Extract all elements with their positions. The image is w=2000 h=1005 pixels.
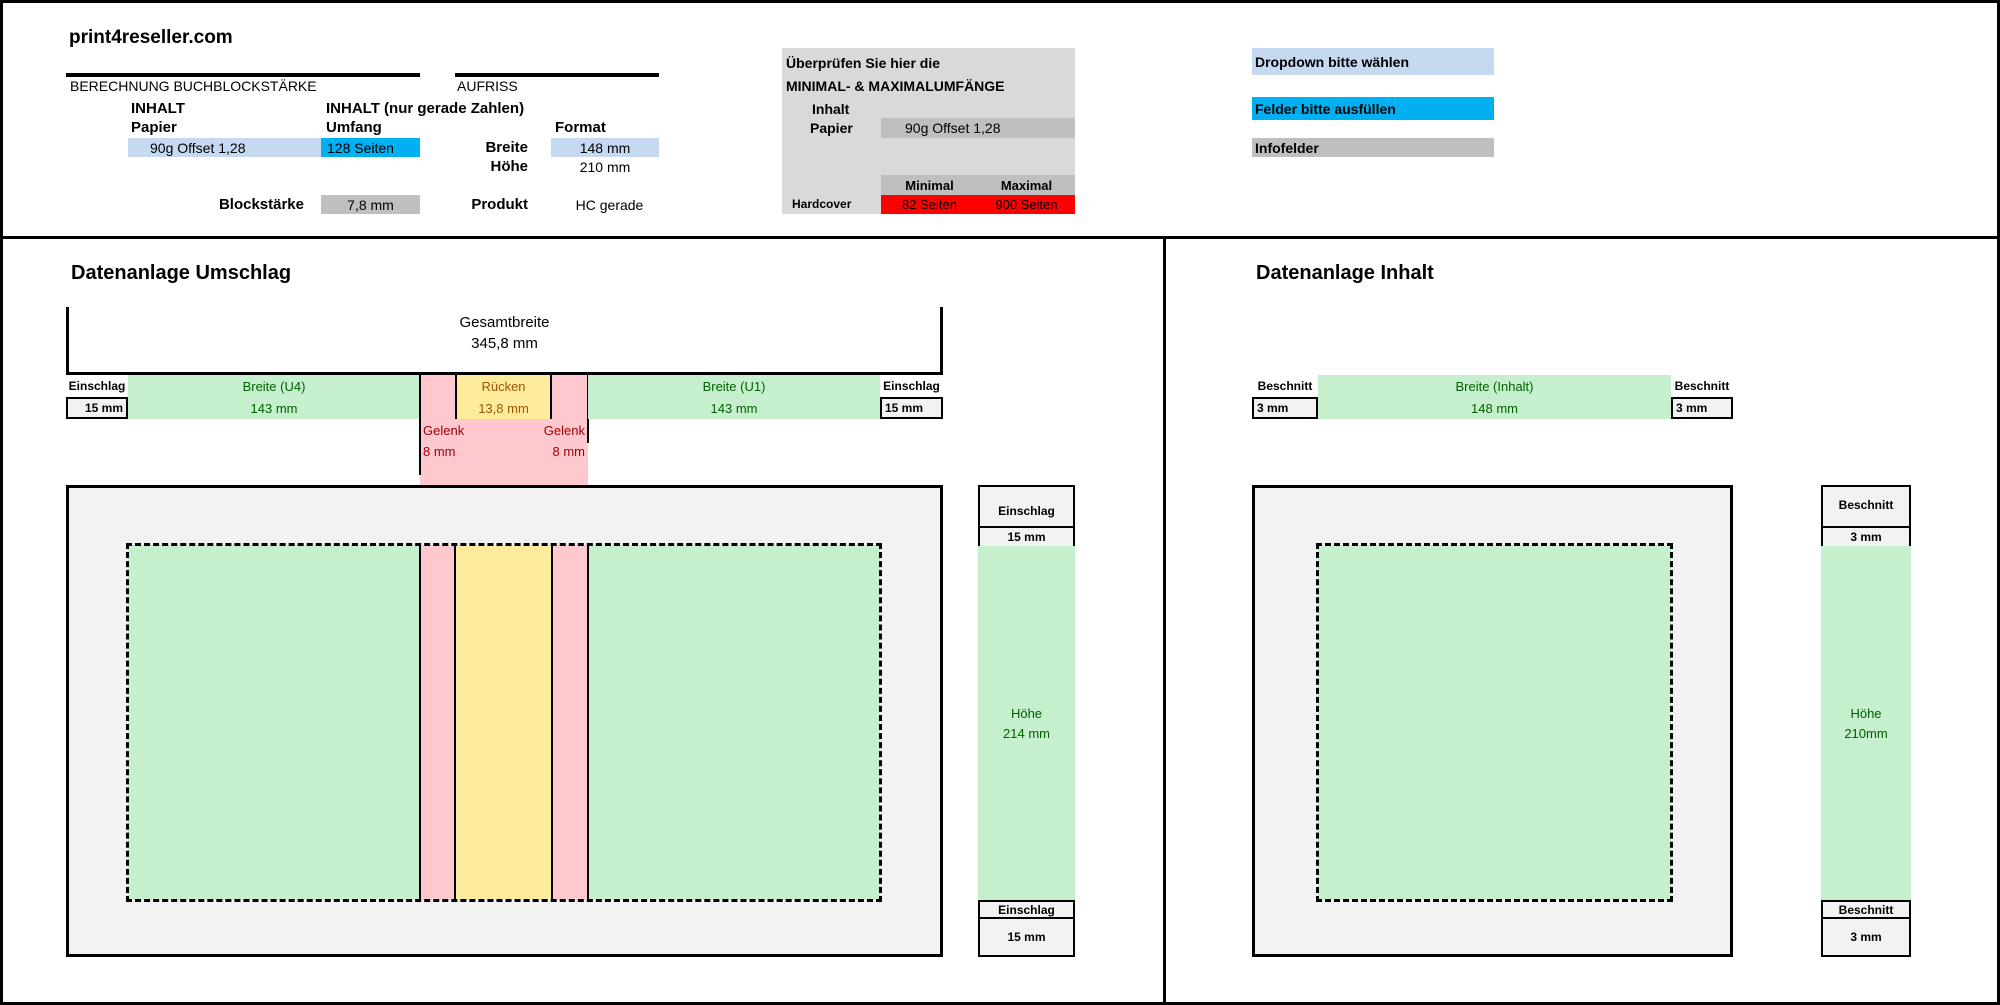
check-papier-value: 90g Offset 1,28 bbox=[881, 118, 1075, 138]
umfang-label: Umfang bbox=[326, 119, 382, 136]
gelenk-left-label: Gelenk bbox=[423, 423, 465, 438]
format-hoehe-value: 210 mm bbox=[579, 158, 631, 175]
inhalt-title: Datenanlage Inhalt bbox=[1256, 262, 1434, 284]
einschlag-right-value: 15 mm bbox=[880, 397, 943, 419]
beschnitt-right-label: Beschnitt bbox=[1674, 379, 1730, 393]
divider-line bbox=[454, 545, 456, 900]
beschnitt-left-value: 3 mm bbox=[1252, 397, 1318, 419]
inhalt-trim-line bbox=[1316, 543, 1673, 902]
gesamtbreite-value: 345,8 mm bbox=[471, 334, 538, 352]
hoehe-cell bbox=[978, 546, 1075, 900]
beschnitt-bottom-label: Beschnitt bbox=[1821, 900, 1911, 919]
ruecken-label: Rücken bbox=[481, 378, 526, 394]
produkt-value: HC gerade bbox=[575, 196, 644, 213]
beschnitt-top-label: Beschnitt bbox=[1838, 498, 1894, 512]
inhalt-breite-value: 148 mm bbox=[1471, 400, 1518, 416]
hoehe-label: Höhe bbox=[1010, 705, 1043, 721]
einschlag-bottom-value: 15 mm bbox=[1007, 930, 1046, 944]
gelenk-right-label: Gelenk bbox=[543, 423, 585, 438]
format-label: Format bbox=[555, 119, 606, 136]
divider bbox=[66, 73, 420, 77]
einschlag-bottom-label: Einschlag bbox=[978, 900, 1075, 919]
papier-label: Papier bbox=[131, 119, 177, 136]
beschnitt-right-value: 3 mm bbox=[1671, 397, 1733, 419]
check-line2: MINIMAL- & MAXIMALUMFÄNGE bbox=[786, 78, 1005, 94]
cover-gelenk-left bbox=[420, 545, 455, 900]
max-header: Maximal bbox=[978, 175, 1075, 195]
divider-line bbox=[551, 545, 553, 900]
legend-dropdown: Dropdown bitte wählen bbox=[1252, 48, 1494, 75]
u4-value: 143 mm bbox=[250, 400, 298, 416]
divider bbox=[455, 73, 659, 77]
blockstaerke-label: Blockstärke bbox=[218, 196, 304, 213]
section-calc: BERECHNUNG BUCHBLOCKSTÄRKE bbox=[70, 78, 317, 94]
einschlag-top-label: Einschlag bbox=[998, 504, 1055, 518]
inhalt-hoehe-cell bbox=[1821, 546, 1911, 900]
cover-u4 bbox=[128, 545, 420, 900]
divider-line bbox=[587, 545, 589, 900]
u1-label: Breite (U1) bbox=[702, 378, 766, 394]
inhalt-hoehe-label: Höhe bbox=[1850, 705, 1882, 721]
divider-line bbox=[419, 545, 421, 900]
einschlag-left-value: 15 mm bbox=[66, 397, 128, 419]
einschlag-left-label: Einschlag bbox=[68, 379, 126, 393]
inhalt-breite-cell bbox=[1318, 375, 1671, 419]
umfang-input[interactable]: 128 Seiten bbox=[321, 138, 420, 157]
breite-label: Breite bbox=[485, 139, 528, 156]
inhalt-page bbox=[1318, 545, 1671, 900]
inhalt-breite-label: Breite (Inhalt) bbox=[1455, 378, 1534, 394]
hoehe-label: Höhe bbox=[490, 158, 529, 175]
einschlag-top-value: 15 mm bbox=[978, 526, 1075, 546]
ruecken-cell bbox=[455, 375, 552, 419]
max-value: 900 Seiten bbox=[978, 195, 1075, 214]
cover-trim-line bbox=[126, 543, 882, 902]
inhalt-hoehe-value: 210mm bbox=[1844, 725, 1888, 741]
gelenk-right-value: 8 mm bbox=[552, 444, 586, 459]
min-header: Minimal bbox=[881, 175, 978, 195]
hardcover-label: Hardcover bbox=[792, 197, 852, 211]
inhalt-panel bbox=[1163, 236, 2000, 1005]
produkt-label: Produkt bbox=[471, 196, 528, 213]
brand-title: print4reseller.com bbox=[69, 27, 233, 48]
beschnitt-left-label: Beschnitt bbox=[1257, 379, 1313, 393]
check-line1: Überprüfen Sie hier die bbox=[786, 55, 941, 71]
divider-line bbox=[419, 375, 421, 475]
gelenk-left-value: 8 mm bbox=[423, 444, 456, 459]
cover-ruecken bbox=[455, 545, 552, 900]
u1-value: 143 mm bbox=[710, 400, 758, 416]
cover-gelenk-right bbox=[552, 545, 588, 900]
beschnitt-bottom-value: 3 mm bbox=[1850, 930, 1882, 944]
einschlag-right-label: Einschlag bbox=[883, 379, 940, 393]
beschnitt-top-value: 3 mm bbox=[1821, 526, 1911, 546]
legend-felder: Felder bitte ausfüllen bbox=[1252, 97, 1494, 120]
inhalt-heading: INHALT bbox=[131, 100, 185, 117]
check-papier-label: Papier bbox=[810, 120, 853, 136]
legend-info: Infofelder bbox=[1252, 138, 1494, 157]
cover-u1 bbox=[588, 545, 880, 900]
u4-label: Breite (U4) bbox=[242, 378, 306, 394]
inhalt-even-heading: INHALT (nur gerade Zahlen) bbox=[326, 100, 525, 117]
format-breite-value: 148 mm bbox=[551, 138, 659, 157]
gesamtbreite-bracket bbox=[66, 307, 943, 375]
gesamtbreite-label: Gesamtbreite bbox=[459, 313, 550, 331]
u4-cell bbox=[128, 375, 420, 419]
ruecken-value: 13,8 mm bbox=[478, 400, 529, 416]
min-value: 82 Seiten bbox=[881, 195, 978, 214]
check-inhalt: Inhalt bbox=[812, 101, 850, 117]
u1-cell bbox=[588, 375, 880, 419]
papier-dropdown[interactable]: 90g Offset 1,28 bbox=[128, 138, 321, 157]
section-aufriss: AUFRISS bbox=[457, 78, 518, 94]
blockstaerke-value: 7,8 mm bbox=[321, 195, 420, 214]
umschlag-title: Datenanlage Umschlag bbox=[71, 262, 292, 284]
hoehe-value: 214 mm bbox=[1003, 725, 1050, 741]
